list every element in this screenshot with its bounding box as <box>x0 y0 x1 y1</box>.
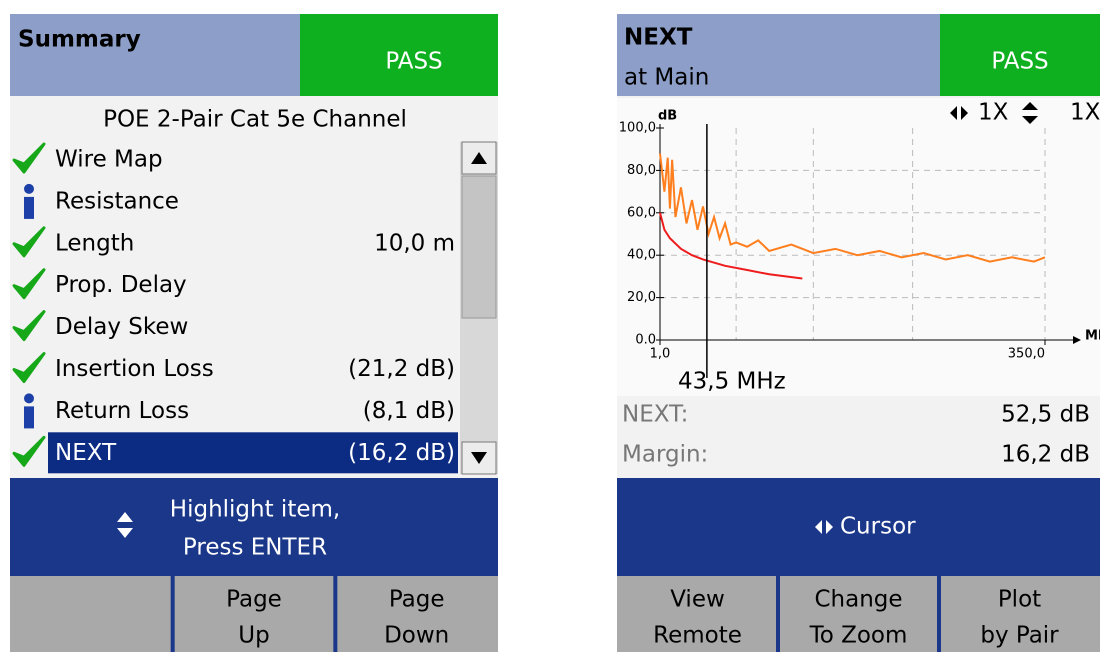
header-bar <box>10 14 300 96</box>
x-zoom[interactable]: 1X <box>978 100 1009 126</box>
softkey-divider <box>776 576 780 652</box>
info-icon <box>24 196 34 219</box>
softkey-label[interactable]: Page <box>389 587 445 613</box>
plot: 0.0 20,0 40,0 60,0 80,0 100,0 1,0 350,0 dB MHz 43,… <box>619 109 1100 395</box>
row-value[interactable]: (16,2 dB) <box>348 440 455 466</box>
info-icon <box>24 183 34 194</box>
y-tick-label: 20,0 <box>627 290 656 305</box>
x-axis-label: MHz <box>1085 329 1100 344</box>
x-zoom-icon[interactable] <box>950 106 968 120</box>
row-value[interactable]: 10,0 m <box>374 230 455 256</box>
hint-text: Cursor <box>840 514 916 540</box>
softkey-divider <box>937 576 941 652</box>
test-list: Wire Map Resistance Length 10,0 m Prop. Dela… <box>12 142 458 474</box>
check-icon <box>12 310 46 342</box>
row-label[interactable]: Resistance <box>55 188 179 214</box>
check-icon <box>12 268 46 300</box>
x-tick-label: 350,0 <box>1008 347 1045 362</box>
y-tick-label: 0.0 <box>635 333 656 348</box>
softkeys: Page Up Page Down View Remote Change To Zoom Plo… <box>10 576 1100 652</box>
row-label[interactable]: Insertion Loss <box>55 356 214 382</box>
hint-line: Highlight item, <box>170 497 340 523</box>
row-value[interactable]: (8,1 dB) <box>363 398 455 424</box>
check-icon <box>12 142 46 174</box>
pass-box <box>300 14 498 96</box>
y-tick-label: 100,0 <box>619 121 656 136</box>
updown-icon <box>117 512 133 538</box>
readout-value: 16,2 dB <box>1001 442 1090 468</box>
check-icon <box>12 435 46 467</box>
pass-label: PASS <box>385 49 442 75</box>
x-tick-label: 1,0 <box>650 347 671 362</box>
info-icon <box>24 406 34 429</box>
header-title: NEXT <box>624 25 693 51</box>
y-tick-label: 80,0 <box>627 163 656 178</box>
hint-bar <box>617 478 1100 576</box>
check-icon <box>12 352 46 383</box>
readout-label: Margin: <box>622 442 708 468</box>
row-label[interactable]: Wire Map <box>55 147 163 173</box>
series-line <box>659 153 1046 263</box>
softkey-divider <box>170 576 175 652</box>
series-line <box>659 212 803 280</box>
row-label[interactable]: Prop. Delay <box>55 272 187 298</box>
readout-value: 52,5 dB <box>1001 402 1090 428</box>
arrow-down <box>471 452 487 464</box>
softkey-label[interactable]: Page <box>226 587 282 613</box>
hint-line: Press ENTER <box>183 535 327 561</box>
leftright-icon <box>815 520 833 534</box>
softkey[interactable] <box>10 576 173 652</box>
pass-label: PASS <box>991 49 1048 75</box>
arrow-up <box>471 152 487 164</box>
row-label[interactable]: Return Loss <box>55 398 189 424</box>
readout-label: NEXT: <box>622 402 688 428</box>
pass-box <box>940 14 1100 96</box>
info-icon <box>24 393 34 404</box>
header-bar <box>617 14 940 96</box>
softkey-label[interactable]: Change <box>814 587 902 613</box>
y-tick-label: 40,0 <box>627 248 656 263</box>
cursor-label: 43,5 MHz <box>678 369 786 395</box>
softkey-label[interactable]: Down <box>384 623 449 649</box>
softkey-label[interactable]: Up <box>238 623 269 649</box>
header-subtitle: at Main <box>624 65 709 91</box>
test-name: POE 2-Pair Cat 5e Channel <box>103 107 407 133</box>
softkey-bar <box>10 576 498 652</box>
softkey-label[interactable]: To Zoom <box>809 623 908 649</box>
row-label[interactable]: Length <box>55 230 134 256</box>
row-label[interactable]: Delay Skew <box>55 314 188 340</box>
y-axis-label: dB <box>658 109 677 124</box>
softkey-label[interactable]: Plot <box>998 587 1041 613</box>
hint-bar <box>10 478 498 576</box>
y-zoom[interactable]: 1X <box>1070 100 1100 126</box>
header-title: Summary <box>18 27 141 53</box>
softkey-label[interactable]: Remote <box>653 623 742 649</box>
softkey-label[interactable]: View <box>670 587 725 613</box>
row-highlight[interactable] <box>48 432 458 474</box>
y-tick-label: 60,0 <box>627 205 656 220</box>
softkey-divider <box>333 576 338 652</box>
softkey-label[interactable]: by Pair <box>980 623 1059 649</box>
x-axis-arrow <box>1073 336 1081 344</box>
softkey-bar <box>617 576 1100 652</box>
check-icon <box>12 226 46 258</box>
plot-area <box>617 98 1100 396</box>
scrollbar-thumb[interactable] <box>461 175 497 319</box>
row-value[interactable]: (21,2 dB) <box>348 356 455 382</box>
row-label[interactable]: NEXT <box>55 440 117 466</box>
y-zoom-icon[interactable] <box>1022 102 1038 124</box>
